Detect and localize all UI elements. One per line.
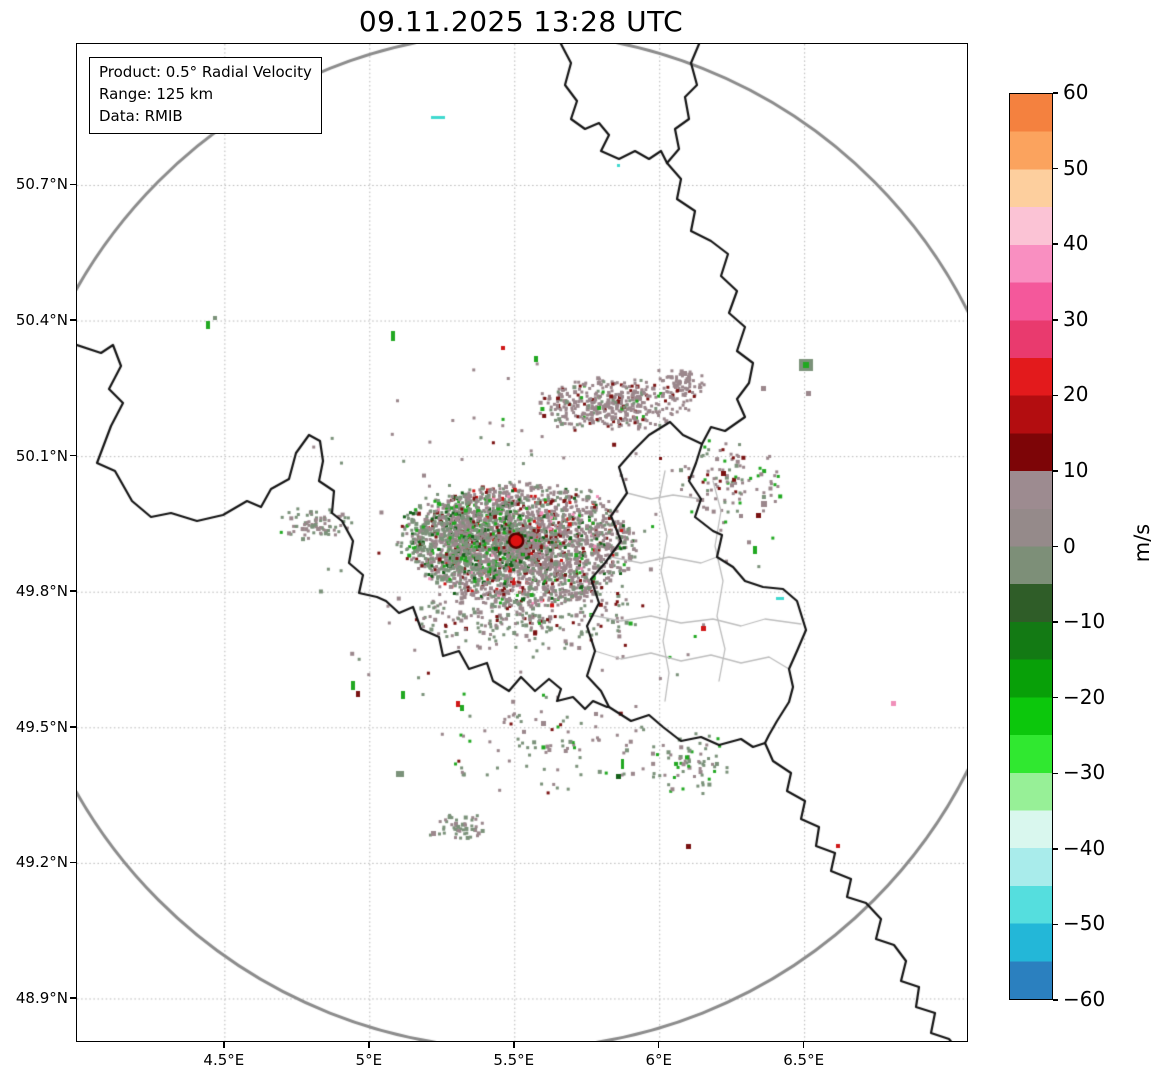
x-tick-mark	[513, 1041, 515, 1048]
colorbar-tick-mark	[1053, 545, 1058, 548]
colorbar-tick-label: 30	[1063, 306, 1089, 331]
colorbar-tick-label: −40	[1063, 835, 1106, 860]
y-tick-label: 49.2°N	[15, 853, 68, 872]
y-tick-label: 48.9°N	[15, 988, 68, 1007]
y-tick-mark	[70, 726, 76, 728]
colorbar-tick-label: 50	[1063, 155, 1089, 180]
map-plot: Product: 0.5° Radial Velocity Range: 125…	[76, 43, 968, 1042]
colorbar-tick-mark	[1053, 696, 1058, 699]
colorbar-unit-label: m/s	[1130, 523, 1155, 563]
y-tick-mark	[70, 319, 76, 321]
y-tick-mark	[70, 997, 76, 999]
y-tick-label: 50.4°N	[15, 311, 68, 330]
colorbar-tick-mark	[1053, 923, 1058, 926]
colorbar-tick-label: 20	[1063, 382, 1089, 407]
figure-title: 09.11.2025 13:28 UTC	[358, 5, 684, 38]
colorbar-tick-label: 10	[1063, 457, 1089, 482]
colorbar-tick-mark	[1053, 470, 1058, 472]
x-tick-mark	[223, 1041, 225, 1048]
y-tick-mark	[70, 454, 76, 457]
info-product: Product: 0.5° Radial Velocity	[99, 63, 312, 81]
colorbar	[1009, 93, 1053, 1000]
colorbar-tick-mark	[1053, 394, 1058, 397]
colorbar-tick-label: 40	[1063, 231, 1089, 256]
colorbar-tick-mark	[1053, 319, 1058, 321]
colorbar-tick-mark	[1053, 999, 1058, 1001]
y-tick-mark	[70, 590, 76, 592]
y-tick-label: 49.5°N	[15, 717, 68, 736]
radar-map-canvas	[77, 44, 967, 1041]
colorbar-tick-label: −10	[1063, 609, 1106, 634]
colorbar-tick-mark	[1053, 167, 1058, 170]
info-box: Product: 0.5° Radial Velocity Range: 125…	[89, 57, 322, 135]
x-tick-mark	[368, 1041, 370, 1048]
y-tick-label: 50.1°N	[15, 446, 68, 465]
x-tick-label: 5°E	[355, 1051, 383, 1069]
info-source: Data: RMIB	[99, 106, 183, 125]
colorbar-tick-mark	[1053, 621, 1058, 623]
x-tick-label: 6.5°E	[783, 1051, 825, 1069]
colorbar-tick-label: −20	[1063, 684, 1106, 709]
colorbar-tick-label: 60	[1063, 80, 1089, 104]
colorbar-gradient	[1010, 94, 1052, 999]
x-tick-label: 4.5°E	[203, 1051, 245, 1069]
x-tick-mark	[802, 1041, 805, 1048]
x-tick-label: 6°E	[645, 1051, 672, 1069]
y-tick-mark	[70, 861, 76, 864]
colorbar-tick-mark	[1053, 243, 1058, 245]
y-tick-label: 50.7°N	[15, 175, 68, 194]
x-tick-label: 5.5°E	[493, 1051, 535, 1069]
x-tick-mark	[657, 1041, 660, 1048]
colorbar-tick-mark	[1053, 772, 1058, 774]
colorbar-tick-mark	[1053, 92, 1058, 94]
y-tick-label: 49.8°N	[15, 582, 68, 601]
colorbar-tick-mark	[1053, 848, 1058, 850]
info-range: Range: 125 km	[99, 84, 214, 103]
colorbar-tick-label: −50	[1063, 911, 1106, 936]
colorbar-tick-label: 0	[1063, 533, 1076, 558]
colorbar-tick-label: −30	[1063, 760, 1106, 785]
colorbar-tick-label: −60	[1063, 987, 1106, 1011]
y-tick-mark	[70, 183, 76, 186]
